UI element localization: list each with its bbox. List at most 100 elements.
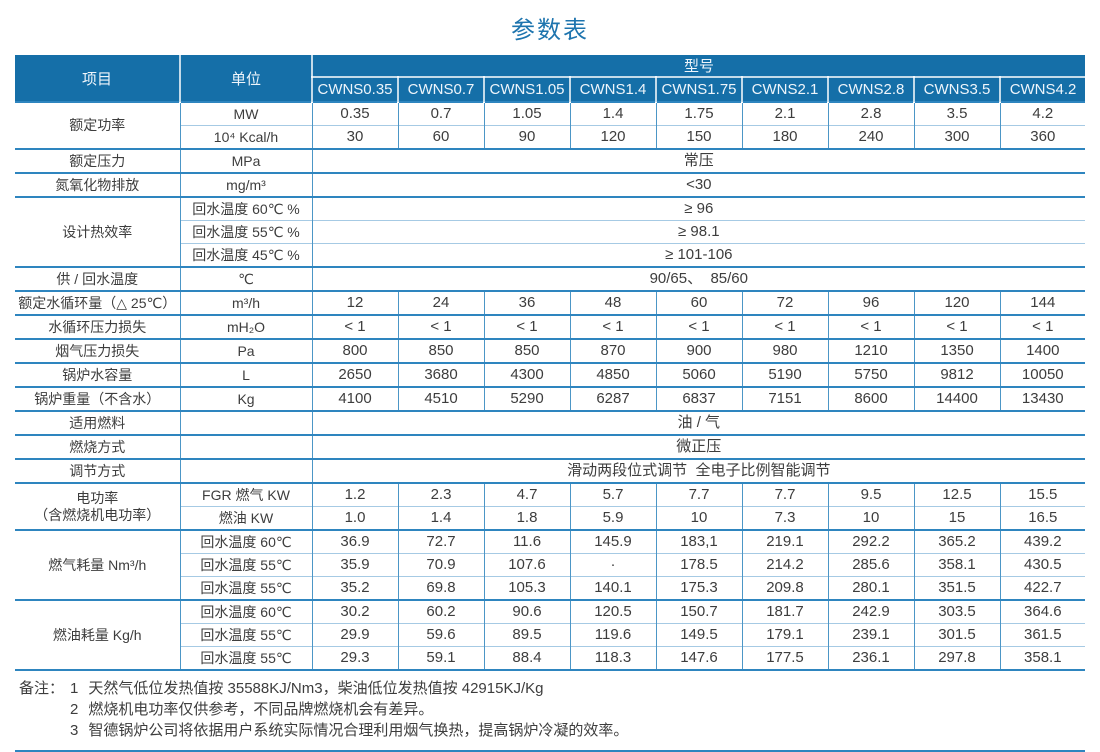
notes-prefix: 备注： — [19, 680, 65, 697]
unit-cell: FGR 燃气 KW — [180, 482, 313, 507]
note-number: 1 — [70, 680, 79, 697]
value-cell: 10 — [828, 506, 915, 530]
unit-cell: 回水温度 55℃ % — [180, 220, 313, 244]
value-cell: 242.9 — [828, 599, 915, 624]
value-cell: 0.7 — [398, 101, 485, 126]
value-cell: 10 — [656, 506, 743, 530]
note-line: 1 天然气低位发热值按 35588KJ/Nm3，柴油低位发热值按 42915KJ/… — [70, 678, 628, 699]
value-cell: 90 — [484, 125, 571, 149]
item-cell: 设计热效率 — [15, 196, 181, 267]
value-cell: 105.3 — [484, 576, 571, 600]
note-text: 天然气低位发热值按 35588KJ/Nm3，柴油低位发热值按 42915KJ/K… — [88, 680, 544, 697]
table-row: 额定压力 MPa 常压 — [15, 148, 1086, 173]
table-row: 燃油 KW 1.0 1.4 1.8 5.9 10 7.3 10 15 16.5 — [15, 506, 1086, 530]
unit-cell: 回水温度 45℃ % — [180, 243, 313, 267]
value-cell: 236.1 — [828, 646, 915, 670]
page-title: 参数表 — [511, 17, 589, 44]
table-row: 回水温度 55℃ 35.9 70.9 107.6 · 178.5 214.2 285.6 358… — [15, 553, 1086, 577]
span-value-cell: ≥ 96 — [312, 196, 1086, 221]
value-cell: 60.2 — [398, 599, 485, 624]
value-cell: 60 — [656, 290, 743, 315]
unit-cell: MW — [180, 101, 313, 126]
value-cell: 36 — [484, 290, 571, 315]
value-cell: 107.6 — [484, 553, 571, 577]
table-row: 锅炉水容量 L 2650 3680 4300 4850 5060 5190 5750 9812 10… — [15, 362, 1086, 387]
item-cell: 适用燃料 — [15, 410, 181, 435]
value-cell: 5.7 — [570, 482, 657, 507]
value-cell: 1.8 — [484, 506, 571, 530]
value-cell: 1350 — [914, 338, 1001, 363]
table-row: 调节方式 滑动两段位式调节 全电子比例智能调节 — [15, 458, 1086, 483]
value-cell: 144 — [1000, 290, 1086, 315]
value-cell: 351.5 — [914, 576, 1001, 600]
parameter-table: 项目 单位 型号 CWNS0.35 CWNS0.7 CWNS1.05 CWNS1.4 C… — [15, 55, 1086, 671]
value-cell: 48 — [570, 290, 657, 315]
value-cell: < 1 — [1000, 314, 1086, 339]
note-text: 智德锅炉公司将依据用户系统实际情况合理利用烟气换热，提高锅炉冷凝的效率。 — [88, 722, 629, 739]
header-row-models: CWNS0.35 CWNS0.7 CWNS1.05 CWNS1.4 CWNS1.75 CW… — [15, 77, 1086, 102]
unit-cell: ℃ — [180, 266, 313, 291]
value-cell: 120 — [570, 125, 657, 149]
model-column-header: CWNS1.4 — [570, 77, 657, 102]
model-column-header: CWNS2.8 — [828, 77, 915, 102]
value-cell: 72 — [742, 290, 829, 315]
header-item-label: 项目 — [15, 55, 181, 102]
value-cell: 360 — [1000, 125, 1086, 149]
value-cell: < 1 — [484, 314, 571, 339]
value-cell: < 1 — [656, 314, 743, 339]
value-cell: 5750 — [828, 362, 915, 387]
table-row: 回水温度 45℃ % ≥ 101-106 — [15, 243, 1086, 267]
note-number: 3 — [70, 722, 79, 739]
value-cell: 5.9 — [570, 506, 657, 530]
unit-cell: 回水温度 55℃ — [180, 646, 313, 670]
unit-cell: m³/h — [180, 290, 313, 315]
value-cell: 30 — [312, 125, 399, 149]
model-column-header: CWNS0.35 — [312, 77, 399, 102]
value-cell: 239.1 — [828, 623, 915, 647]
note-text: 燃烧机电功率仅供参考，不同品牌燃烧机会有差异。 — [88, 701, 434, 718]
value-cell: 430.5 — [1000, 553, 1086, 577]
value-cell: 240 — [828, 125, 915, 149]
item-cell: 锅炉重量（不含水） — [15, 386, 181, 411]
table-row: 回水温度 55℃ 35.2 69.8 105.3 140.1 175.3 209.8 280.… — [15, 576, 1086, 600]
value-cell: 89.5 — [484, 623, 571, 647]
value-cell: 1.75 — [656, 101, 743, 126]
model-column-header: CWNS1.05 — [484, 77, 571, 102]
unit-cell: L — [180, 362, 313, 387]
value-cell: 180 — [742, 125, 829, 149]
value-cell: 90.6 — [484, 599, 571, 624]
value-cell: 850 — [398, 338, 485, 363]
table-header: 项目 单位 型号 CWNS0.35 CWNS0.7 CWNS1.05 CWNS1.4 C… — [15, 55, 1086, 102]
model-column-header: CWNS0.7 — [398, 77, 485, 102]
unit-cell: mg/m³ — [180, 172, 313, 197]
value-cell: 800 — [312, 338, 399, 363]
value-cell: 4.7 — [484, 482, 571, 507]
value-cell: 4510 — [398, 386, 485, 411]
value-cell: 358.1 — [1000, 646, 1086, 670]
value-cell: 900 — [656, 338, 743, 363]
value-cell: 280.1 — [828, 576, 915, 600]
value-cell: 59.6 — [398, 623, 485, 647]
value-cell: < 1 — [312, 314, 399, 339]
value-cell: 4850 — [570, 362, 657, 387]
model-column-header: CWNS3.5 — [914, 77, 1001, 102]
value-cell: 7151 — [742, 386, 829, 411]
table-row: 额定功率 MW 0.35 0.7 1.05 1.4 1.75 2.1 2.8 3.5 4.2 — [15, 101, 1086, 149]
value-cell: 3680 — [398, 362, 485, 387]
model-column-header: CWNS4.2 — [1000, 77, 1086, 102]
value-cell: 12 — [312, 290, 399, 315]
unit-cell: 回水温度 55℃ — [180, 553, 313, 577]
value-cell: 15 — [914, 506, 1001, 530]
table-row: 回水温度 55℃ % ≥ 98.1 — [15, 220, 1086, 244]
value-cell: 183,1 — [656, 529, 743, 554]
value-cell: 70.9 — [398, 553, 485, 577]
value-cell: 145.9 — [570, 529, 657, 554]
value-cell: 24 — [398, 290, 485, 315]
unit-cell: Pa — [180, 338, 313, 363]
value-cell: 219.1 — [742, 529, 829, 554]
value-cell: 439.2 — [1000, 529, 1086, 554]
unit-cell — [180, 410, 313, 435]
value-cell: 30.2 — [312, 599, 399, 624]
span-value-cell: 90/65、 85/60 — [312, 266, 1086, 291]
